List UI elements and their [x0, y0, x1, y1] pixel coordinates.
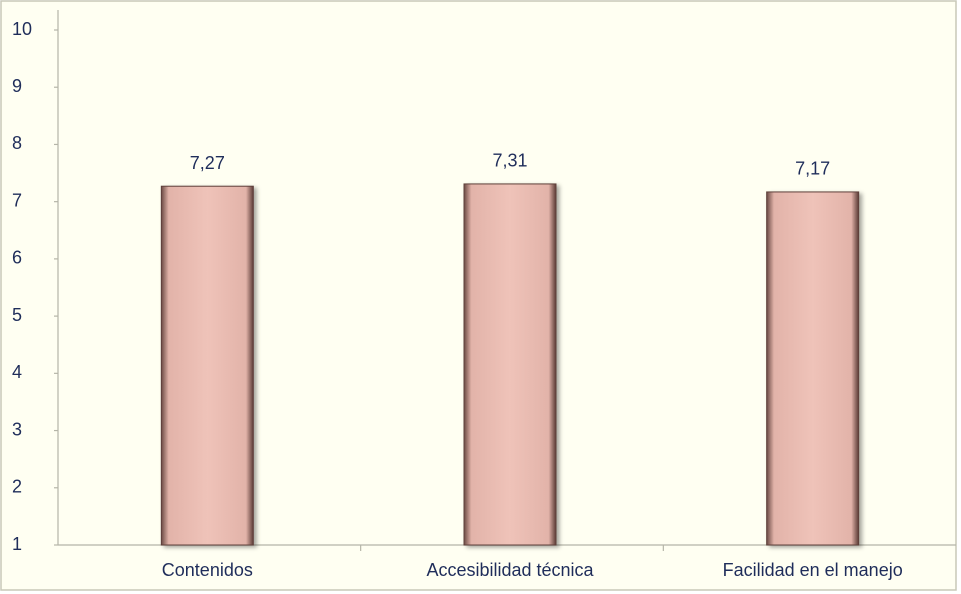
y-tick-label: 9: [12, 76, 22, 96]
y-tick-label: 3: [12, 419, 22, 439]
bar: [463, 183, 557, 546]
y-tick-label: 1: [12, 534, 22, 554]
y-tick-label: 4: [12, 362, 22, 382]
y-tick-label: 5: [12, 305, 22, 325]
y-tick-label: 6: [12, 248, 22, 268]
bar: [160, 185, 254, 546]
x-tick-label: Facilidad en el manejo: [723, 560, 903, 580]
y-tick-label: 10: [12, 19, 32, 39]
value-label: 7,31: [492, 151, 527, 171]
x-tick-label: Accesibilidad técnica: [426, 560, 594, 580]
y-tick-label: 7: [12, 190, 22, 210]
y-tick-label: 8: [12, 133, 22, 153]
x-tick-label: Contenidos: [162, 560, 253, 580]
value-label: 7,17: [795, 159, 830, 179]
y-tick-label: 2: [12, 477, 22, 497]
value-label: 7,27: [190, 153, 225, 173]
bar: [766, 191, 860, 546]
